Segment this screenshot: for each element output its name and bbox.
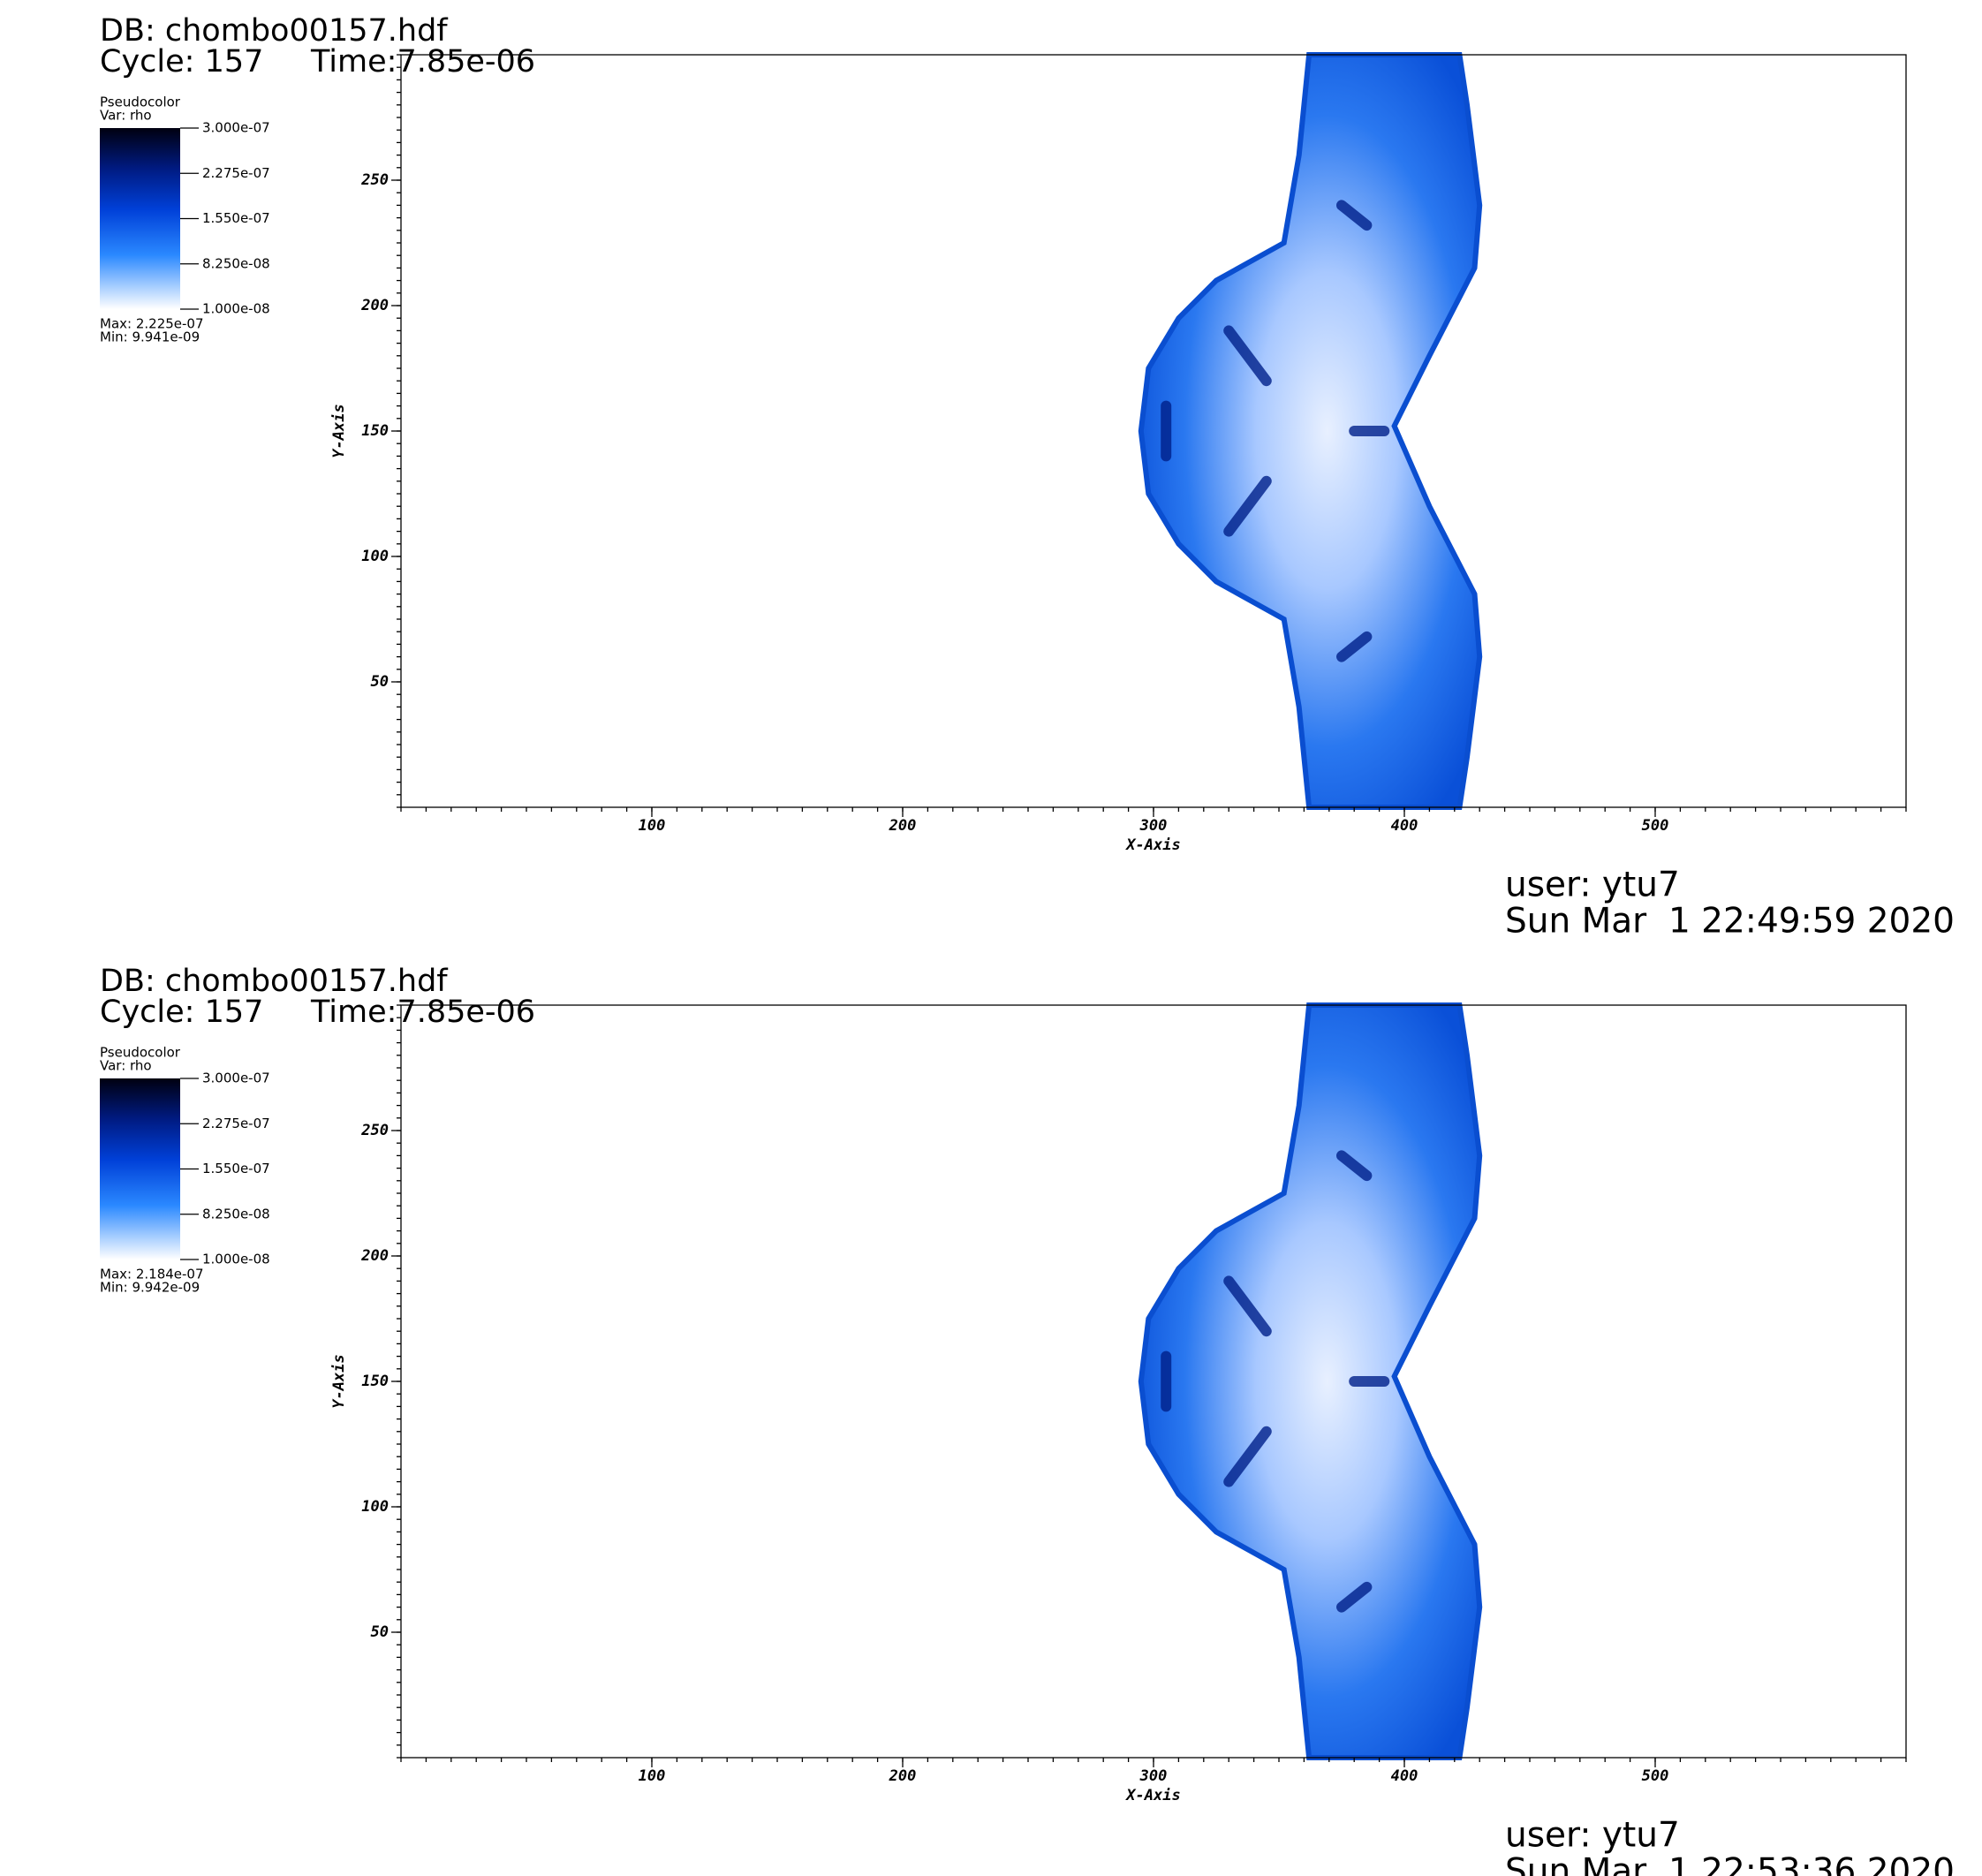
colorbar: [100, 1078, 180, 1259]
y-tick-label: 150: [361, 1373, 389, 1390]
field-feature: [1223, 1275, 1272, 1337]
y-tick-label: 100: [361, 1498, 389, 1516]
colorbar-tick-label: 2.275e-07: [202, 165, 270, 181]
y-axis-title: Y-Axis: [330, 404, 348, 458]
legend-min: Min: 9.942e-09: [100, 1280, 200, 1296]
legend-min: Min: 9.941e-09: [100, 329, 200, 345]
y-tick-label: 200: [360, 1247, 389, 1265]
x-tick-label: 300: [1139, 817, 1168, 835]
colorbar-tick-label: 3.000e-07: [202, 120, 270, 136]
y-tick-label: 100: [361, 548, 389, 565]
user: user: ytu7: [1505, 1816, 1680, 1856]
x-axis-title: X-Axis: [1124, 836, 1180, 854]
colorbar: [100, 128, 180, 309]
legend-max: Max: 2.184e-07: [100, 1267, 204, 1282]
y-tick-label: 250: [360, 1122, 389, 1139]
legend-max: Max: 2.225e-07: [100, 316, 204, 332]
y-tick-label: 200: [360, 297, 389, 314]
legend-title: Pseudocolor: [100, 95, 181, 110]
user: user: ytu7: [1505, 866, 1680, 905]
colorbar-tick-label: 3.000e-07: [202, 1070, 270, 1086]
legend-variable: Var: rho: [100, 108, 152, 124]
timestamp: Sun Mar 1 22:49:59 2020: [1505, 902, 1955, 942]
y-tick-label: 50: [371, 673, 389, 691]
field-feature: [1336, 1150, 1373, 1182]
db-name: DB: chombo00157.hdf: [100, 13, 448, 49]
density-field: [1138, 1002, 1483, 1760]
colorbar-tick-label: 8.250e-08: [202, 255, 270, 271]
db-name: DB: chombo00157.hdf: [100, 964, 448, 999]
y-tick-label: 250: [360, 171, 389, 189]
field-feature: [1336, 200, 1373, 231]
x-tick-label: 500: [1642, 1767, 1669, 1785]
y-tick-label: 50: [371, 1623, 389, 1641]
x-tick-label: 200: [889, 817, 917, 835]
x-tick-label: 100: [639, 1767, 666, 1785]
time: Time:7.85e-06: [310, 995, 535, 1030]
field-feature: [1336, 1581, 1373, 1613]
field-feature: [1223, 325, 1272, 387]
y-axis-title: Y-Axis: [330, 1354, 348, 1408]
x-tick-label: 400: [1391, 1767, 1418, 1785]
x-tick-label: 100: [639, 817, 666, 835]
colorbar-tick-label: 2.275e-07: [202, 1116, 270, 1131]
y-tick-label: 150: [361, 422, 389, 440]
time: Time:7.85e-06: [310, 44, 535, 79]
x-tick-label: 300: [1139, 1767, 1168, 1785]
colorbar-tick-label: 1.550e-07: [202, 1161, 270, 1176]
field-feature: [1223, 475, 1272, 537]
timestamp: Sun Mar 1 22:53:36 2020: [1505, 1852, 1955, 1876]
colorbar-tick-label: 1.000e-08: [202, 301, 270, 317]
colorbar-tick-label: 8.250e-08: [202, 1206, 270, 1222]
density-field: [1138, 52, 1483, 810]
x-tick-label: 200: [889, 1767, 917, 1785]
legend-variable: Var: rho: [100, 1058, 152, 1074]
cycle: Cycle: 157: [100, 995, 263, 1030]
cycle: Cycle: 157: [100, 44, 263, 79]
x-tick-label: 500: [1642, 817, 1669, 835]
colorbar-tick-label: 1.000e-08: [202, 1252, 270, 1267]
legend-title: Pseudocolor: [100, 1045, 181, 1061]
field-feature: [1223, 1426, 1272, 1487]
x-axis-title: X-Axis: [1124, 1787, 1180, 1804]
field-feature: [1336, 631, 1373, 662]
x-tick-label: 400: [1391, 817, 1418, 835]
colorbar-tick-label: 1.550e-07: [202, 210, 270, 226]
